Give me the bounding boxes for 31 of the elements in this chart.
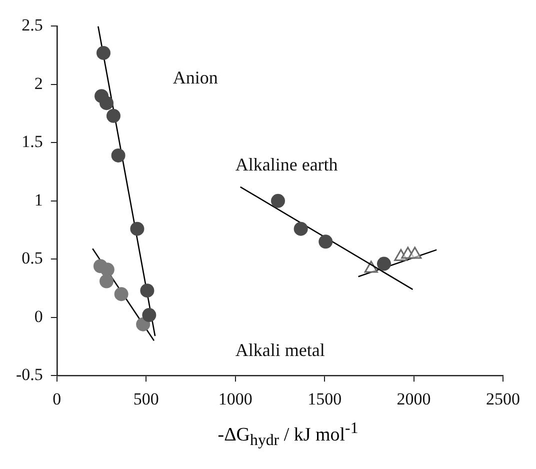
point bbox=[140, 284, 154, 298]
point bbox=[114, 287, 128, 302]
point bbox=[130, 222, 144, 236]
y-tick-label: 2.5 bbox=[22, 16, 43, 35]
annotation: Alkali metal bbox=[235, 340, 325, 360]
y-tick-label: 1.5 bbox=[22, 132, 43, 152]
point bbox=[100, 262, 114, 277]
y-tick-label: 2 bbox=[34, 74, 43, 93]
point bbox=[96, 46, 110, 60]
point bbox=[106, 108, 120, 123]
point bbox=[318, 234, 333, 249]
x-tick-label: 1500 bbox=[308, 389, 342, 408]
x-tick-label: 0 bbox=[52, 389, 62, 408]
y-tick-label: 0.5 bbox=[22, 248, 43, 268]
x-tick-label: 500 bbox=[133, 389, 159, 408]
x-axis-title: -ΔG$_{hydr}$ / kJ mol$^{-1}$ bbox=[216, 420, 360, 450]
point bbox=[376, 256, 391, 271]
point bbox=[111, 148, 126, 162]
point bbox=[270, 194, 285, 208]
point bbox=[294, 222, 308, 236]
y-tick-label: 0 bbox=[34, 306, 43, 326]
annotation: Anion bbox=[172, 67, 218, 88]
point bbox=[142, 308, 156, 322]
x-tick-label: 2500 bbox=[486, 389, 520, 408]
point bbox=[100, 96, 114, 110]
x-tick-label: 2000 bbox=[396, 389, 431, 408]
y-tick-label: -0.5 bbox=[16, 365, 43, 384]
point bbox=[100, 274, 114, 288]
annotation: Alkaline earth bbox=[235, 154, 338, 175]
y-tick-label: 1 bbox=[34, 190, 43, 210]
x-tick-label: 1000 bbox=[218, 389, 252, 408]
